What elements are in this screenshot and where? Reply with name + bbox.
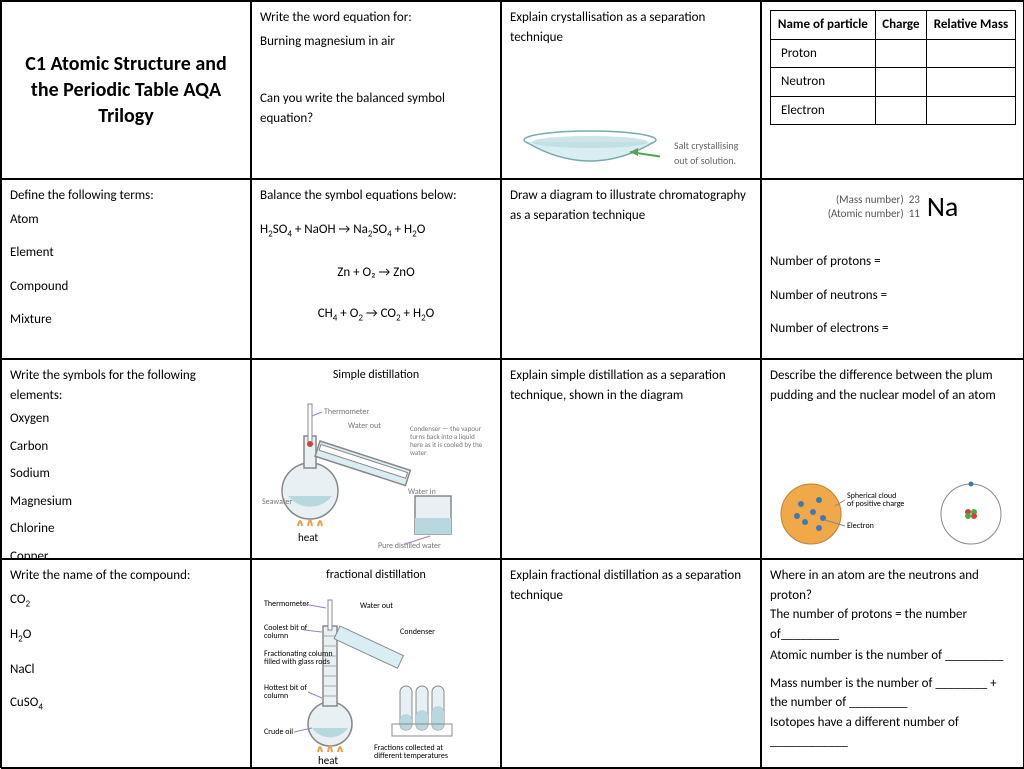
worksheet-title: C1 Atomic Structure and the Periodic Tab… [10,51,242,129]
cell-crystallisation: Explain crystallisation as a separation … [501,1,761,179]
svg-text:Thermometer: Thermometer [264,599,309,609]
svg-text:Crude oil: Crude oil [264,727,293,737]
prompt-text: Explain crystallisation as a separation … [510,8,752,47]
prompt-text: Burning magnesium in air [260,32,492,52]
compound: CuSO4 [10,693,242,714]
svg-text:Water in: Water in [408,487,436,497]
element: Oxygen [10,409,242,429]
prompt-text: Draw a diagram to illustrate chromatogra… [510,186,752,225]
prompt-text: Balance the symbol equations below: [260,186,492,206]
plum-pudding-icon: Spherical cloud of positive charge Elect… [775,478,905,550]
element: Chlorine [10,519,242,539]
table-row: Proton [771,39,1016,68]
question: Mass number is the number of ________ + … [770,674,1016,713]
cell-sodium-atom: (Mass number) 23 (Atomic number) 11 Na N… [761,179,1024,359]
compound: H2O [10,625,242,646]
cell-fractional-distillation-diagram: fractional distillation [251,559,501,769]
diagram-title: Simple distillation [260,366,492,384]
compound: CO2 [10,590,242,611]
isotope-notation: (Mass number) 23 (Atomic number) 11 Na [770,186,1016,228]
cell-atom-models: Describe the difference between the plum… [761,359,1024,559]
cell-particle-table: Name of particle Charge Relative Mass Pr… [761,1,1024,179]
cell-chromatography: Draw a diagram to illustrate chromatogra… [501,179,761,359]
svg-text:Thermometer: Thermometer [324,407,369,417]
cell-explain-fractional-distillation: Explain fractional distillation as a sep… [501,559,761,769]
table-row: Neutron [771,68,1016,97]
cell-define-terms: Define the following terms: Atom Element… [1,179,251,359]
svg-text:Water out: Water out [348,421,381,431]
element: Carbon [10,437,242,457]
table-row: Electron [771,96,1016,125]
cell-balance-equations: Balance the symbol equations below: H2SO… [251,179,501,359]
element: Copper [10,547,242,560]
dish-caption: Salt crystallising out of solution. [674,138,754,168]
prompt-text: Write the name of the compound: [10,566,242,586]
element-symbol: Na [927,186,959,228]
equation: Zn + O₂ → ZnO [260,263,492,283]
th-mass: Relative Mass [926,11,1015,40]
cell-element-symbols: Write the symbols for the following elem… [1,359,251,559]
nuclear-model-icon [931,478,1011,550]
question: Isotopes have a different number of ____… [770,713,1016,752]
svg-text:Fractions collected atdifferen: Fractions collected atdifferent temperat… [374,743,448,761]
fill-in: Number of neutrons = [770,286,1016,306]
svg-text:Fractionating columnfilled wit: Fractionating columnfilled with glass ro… [264,649,333,667]
prompt-text: Write the word equation for: [260,8,492,28]
equation: CH4 + O2 → CO2 + H2O [260,304,492,325]
evaporating-dish-icon [520,130,660,172]
svg-text:Seawater: Seawater [262,497,292,507]
prompt-text: Explain simple distillation as a separat… [510,366,752,405]
fill-in: Number of electrons = [770,319,1016,339]
question: The number of protons = the number of___… [770,605,1016,644]
term: Compound [10,277,242,297]
prompt-text: Describe the difference between the plum… [770,366,1016,405]
th-charge: Charge [875,11,926,40]
svg-text:heat: heat [318,754,338,766]
simple-distillation-icon: Thermometer Water out Condenser — the va… [260,386,494,556]
fill-in: Number of protons = [770,252,1016,272]
prompt-text: Can you write the balanced symbol equati… [260,89,492,128]
prompt-text: Define the following terms: [10,186,242,206]
svg-text:Hottest bit ofcolumn: Hottest bit ofcolumn [264,683,307,701]
cell-simple-distillation-diagram: Simple distillation Thermometer Water ou… [251,359,501,559]
svg-text:of positive charge: of positive charge [847,499,904,509]
particle-table: Name of particle Charge Relative Mass Pr… [770,10,1016,125]
term: Mixture [10,310,242,330]
term: Element [10,243,242,263]
compound: NaCl [10,660,242,680]
worksheet-grid: C1 Atomic Structure and the Periodic Tab… [0,0,1024,768]
prompt-text: Explain fractional distillation as a sep… [510,566,752,605]
cell-atom-questions: Where in an atom are the neutrons and pr… [761,559,1024,769]
th-name: Name of particle [771,11,876,40]
element: Magnesium [10,492,242,512]
svg-text:Water out: Water out [360,601,393,611]
title-cell: C1 Atomic Structure and the Periodic Tab… [1,1,251,179]
cell-explain-simple-distillation: Explain simple distillation as a separat… [501,359,761,559]
fractional-distillation-icon: Thermometer Water out Coolest bit ofcolu… [260,586,494,766]
equation: H2SO4 + NaOH → Na2SO4 + H2O [260,220,492,241]
diagram-title: fractional distillation [260,566,492,584]
cell-compound-names: Write the name of the compound: CO2 H2O … [1,559,251,769]
question: Atomic number is the number of _________ [770,646,1016,666]
svg-text:heat: heat [298,531,318,544]
cell-word-equation: Write the word equation for: Burning mag… [251,1,501,179]
question: Where in an atom are the neutrons and pr… [770,566,1016,605]
element: Sodium [10,464,242,484]
prompt-text: Write the symbols for the following elem… [10,366,242,405]
svg-text:Condenser — the vapourturns ba: Condenser — the vapourturns back into a … [410,424,483,457]
svg-text:Coolest bit ofcolumn: Coolest bit ofcolumn [264,623,308,641]
term: Atom [10,210,242,230]
svg-text:Electron: Electron [847,521,874,531]
svg-text:Condenser: Condenser [400,627,435,637]
